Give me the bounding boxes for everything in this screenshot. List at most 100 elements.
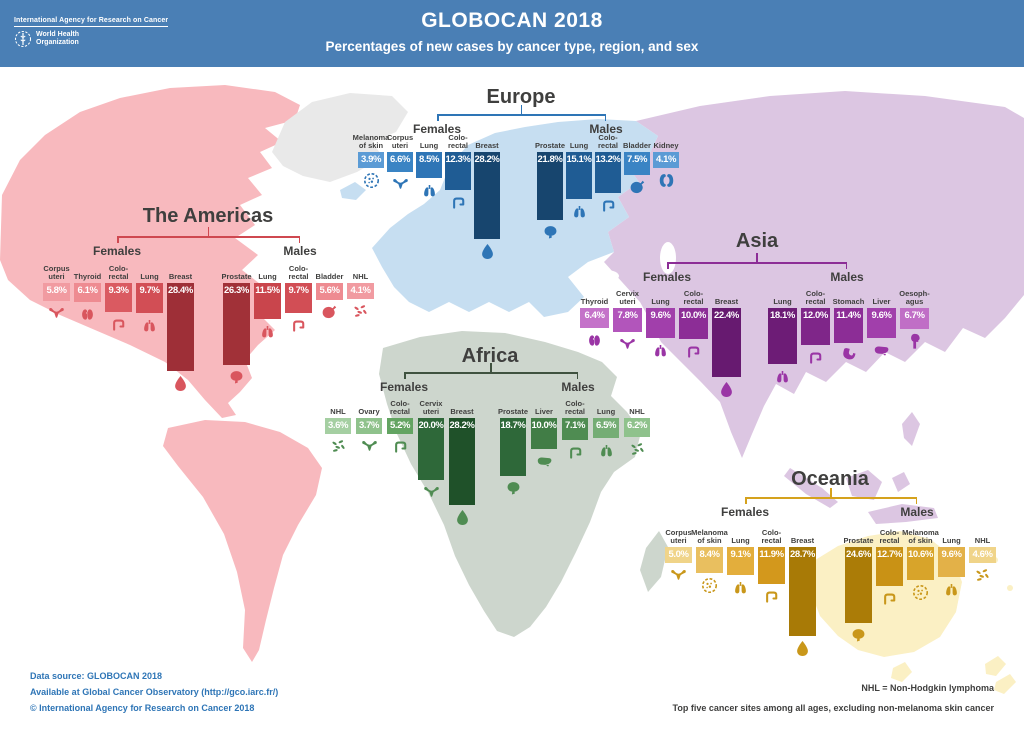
bar [387, 168, 413, 172]
availability-note: Available at Global Cancer Observatory (… [30, 687, 279, 697]
map-iceland [340, 182, 366, 200]
percentage-value: 11.5% [254, 283, 281, 299]
percentage-value: 6.7% [900, 308, 929, 324]
group-label-females-oceania: Females [720, 505, 770, 519]
colorectal-icon [387, 437, 413, 457]
cancer-label: NHL [629, 407, 645, 416]
colorectal-icon [562, 443, 588, 463]
stomach-icon [834, 346, 863, 366]
data-source-note: Data source: GLOBOCAN 2018 [30, 671, 163, 681]
bar [712, 324, 741, 377]
percentage-value: 28.2% [449, 418, 475, 434]
cancer-label: Breast [450, 407, 474, 416]
percentage-value: 8.5% [416, 152, 442, 168]
cancer-label: Lung [569, 141, 589, 150]
copyright-note: © International Agency for Research on C… [30, 703, 255, 713]
cancer-label: Liver [535, 407, 553, 416]
bracket-tick-oceania [745, 497, 747, 504]
map-black-sea [593, 270, 619, 282]
bar [167, 299, 194, 371]
cancer-label: Melanoma of skin [902, 528, 939, 545]
map-britain [391, 227, 426, 286]
colorectal-icon [285, 316, 312, 336]
bar [727, 563, 754, 575]
bar [136, 299, 163, 313]
prostate-icon [223, 368, 250, 388]
bar [595, 168, 621, 193]
percentage-value: 7.5% [624, 152, 650, 168]
cancer-label: Melanoma of skin [691, 528, 728, 545]
cancer-label: Prostate [534, 141, 565, 150]
region-title-europe: Europe [486, 86, 556, 108]
bar [907, 563, 934, 580]
cancer-label: Colo- rectal [447, 133, 468, 150]
bracket-line-asia [667, 262, 847, 264]
percentage-value: 10.6% [907, 547, 934, 563]
group-label-females-africa: Females [379, 380, 429, 394]
map-new-guinea [868, 504, 938, 524]
bar [254, 299, 281, 319]
cancer-label: Ovary [358, 407, 380, 416]
map-asia [604, 91, 1024, 458]
colorectal-icon [679, 342, 708, 362]
percentage-value: 13.2% [595, 152, 621, 168]
bar [624, 168, 650, 175]
oesophagus-icon [900, 332, 929, 352]
bar [449, 434, 475, 505]
colorectal-icon [105, 315, 132, 335]
bar [768, 324, 797, 364]
map-madagascar [640, 531, 668, 592]
percentage-value: 15.1% [566, 152, 592, 168]
bar [316, 299, 343, 300]
cancer-label: Lung [140, 272, 159, 281]
bar [938, 563, 965, 577]
bar [900, 324, 929, 329]
lungs-icon [566, 202, 592, 222]
group-label-males-oceania: Males [900, 505, 934, 519]
map-tasmania [891, 662, 912, 682]
percentage-value: 7.8% [613, 308, 642, 324]
lungs-icon [136, 316, 163, 336]
percentage-value: 11.4% [834, 308, 863, 324]
percentage-value: 8.4% [696, 547, 723, 563]
bar [562, 434, 588, 440]
map-sulawesi [892, 472, 910, 492]
bracket-tick-europe [604, 114, 606, 121]
percentage-value: 9.6% [646, 308, 675, 324]
percentage-value: 5.6% [316, 283, 343, 299]
who-name: World Health Organization [36, 31, 80, 46]
bar [876, 563, 903, 586]
cancer-label: NHL [330, 407, 346, 416]
bracket-stem-europe [520, 105, 523, 114]
nhl-icon [347, 302, 374, 322]
bladder-icon [316, 303, 343, 323]
kidney-icon [653, 171, 679, 191]
cancer-label: Bladder [315, 272, 344, 281]
cancer-label: Oesoph- agus [899, 289, 930, 306]
bar [416, 168, 442, 178]
percentage-value: 6.4% [580, 308, 609, 324]
bracket-tick-the-americas [298, 236, 300, 243]
cancer-label: Bladder [623, 141, 651, 150]
percentage-value: 28.7% [789, 547, 816, 563]
bar [500, 434, 526, 476]
cancer-label: Lung [942, 536, 961, 545]
cancer-label: Lung [419, 141, 439, 150]
group-label-males-the-americas: Males [283, 244, 317, 258]
percentage-value: 18.1% [768, 308, 797, 324]
liver-icon [867, 341, 896, 361]
breast-icon [449, 508, 475, 528]
percentage-value: 22.4% [712, 308, 741, 324]
uterus-icon [43, 304, 70, 324]
bracket-stem-the-americas [207, 227, 210, 236]
percentage-value: 9.3% [105, 283, 132, 299]
cancer-label: Colo- rectal [108, 264, 129, 281]
bracket-tick-oceania [915, 497, 917, 504]
percentage-value: 24.6% [845, 547, 872, 563]
group-label-females-asia: Females [642, 270, 692, 284]
percentage-value: 12.0% [801, 308, 830, 324]
percentage-value: 9.7% [136, 283, 163, 299]
bracket-line-africa [404, 372, 578, 374]
nhl-abbreviation-note: NHL = Non-Hodgkin lymphoma [861, 683, 994, 693]
cancer-label: Breast [790, 536, 815, 545]
